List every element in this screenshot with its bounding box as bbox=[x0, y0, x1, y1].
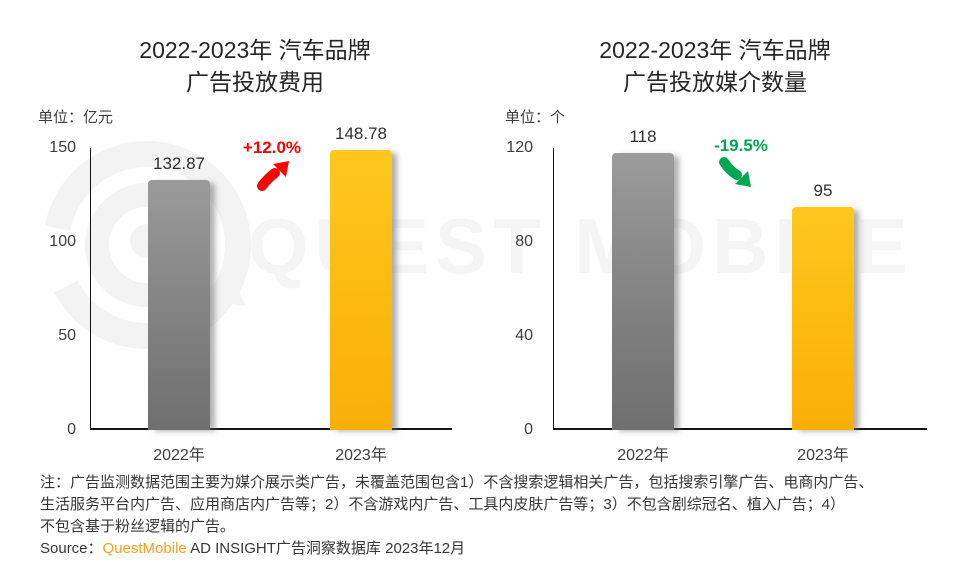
decrease-arrow-icon bbox=[719, 157, 751, 187]
left-chart-title-line2: 广告投放费用 bbox=[186, 69, 324, 95]
increase-arrow-icon bbox=[257, 161, 289, 191]
left-chart-plot-area bbox=[90, 148, 452, 430]
right-chart-title: 2022-2023年 汽车品牌 广告投放媒介数量 bbox=[475, 34, 955, 98]
right-chart-unit-label: 单位：个 bbox=[505, 109, 566, 126]
footnote-line3: 不包含基于粉丝逻辑的广告。 bbox=[40, 518, 236, 535]
left-bar-2023 bbox=[330, 150, 392, 430]
left-xlabel-2023: 2023年 bbox=[335, 447, 387, 464]
right-ytick-0: 0 bbox=[524, 421, 533, 438]
left-chart-title-line1: 2022-2023年 汽车品牌 bbox=[139, 37, 371, 63]
left-bar-2022-value: 132.87 bbox=[153, 154, 205, 174]
right-chart-title-line2: 广告投放媒介数量 bbox=[623, 69, 807, 95]
source-brand: QuestMobile bbox=[102, 540, 187, 557]
source-line: Source：QuestMobile AD INSIGHT广告洞察数据库 202… bbox=[40, 538, 928, 560]
left-bar-2023-value: 148.78 bbox=[335, 124, 387, 144]
left-ytick-50: 50 bbox=[58, 327, 76, 344]
left-ytick-100: 100 bbox=[49, 233, 76, 250]
right-chart-title-line1: 2022-2023年 汽车品牌 bbox=[599, 37, 831, 63]
footnote-line1: 注：广告监测数据范围主要为媒介展示类广告，未覆盖范围包含1）不含搜索逻辑相关广告… bbox=[40, 474, 874, 491]
left-ytick-150: 150 bbox=[49, 139, 76, 156]
left-change-percent-label: +12.0% bbox=[242, 138, 302, 157]
right-xlabel-2022: 2022年 bbox=[617, 447, 669, 464]
left-xlabel-2022: 2022年 bbox=[153, 447, 205, 464]
source-prefix: Source： bbox=[40, 540, 103, 557]
source-suffix: AD INSIGHT广告洞察数据库 2023年12月 bbox=[186, 540, 466, 557]
right-xlabel-2023: 2023年 bbox=[797, 447, 849, 464]
right-change-percent-label: -19.5% bbox=[714, 136, 768, 155]
left-chart-unit-label: 单位：亿元 bbox=[38, 109, 114, 126]
footnote-line2: 生活服务平台内广告、应用商店内广告等；2）不含游戏内广告、工具内皮肤广告等；3）… bbox=[40, 496, 846, 513]
left-chart-title: 2022-2023年 汽车品牌 广告投放费用 bbox=[15, 34, 495, 98]
right-chart-plot-area bbox=[553, 148, 927, 430]
right-bar-2022-value: 118 bbox=[629, 126, 657, 146]
right-ytick-40: 40 bbox=[515, 327, 533, 344]
footnote: 注：广告监测数据范围主要为媒介展示类广告，未覆盖范围包含1）不含搜索逻辑相关广告… bbox=[40, 472, 928, 560]
right-bar-2023-value: 95 bbox=[813, 180, 833, 200]
right-bar-2023 bbox=[792, 206, 854, 430]
right-bar-2022 bbox=[612, 152, 674, 430]
left-ytick-0: 0 bbox=[67, 421, 76, 438]
right-ytick-120: 120 bbox=[506, 139, 533, 156]
left-bar-2022 bbox=[148, 180, 210, 430]
right-ytick-80: 80 bbox=[515, 233, 533, 250]
